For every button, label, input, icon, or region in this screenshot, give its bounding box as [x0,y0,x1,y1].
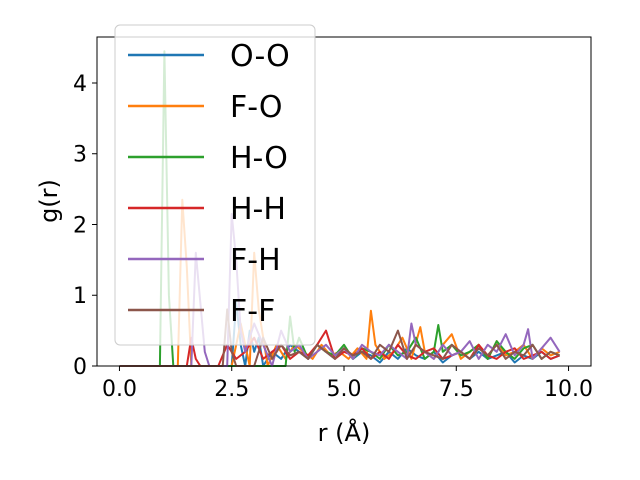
x-tick-label: 7.5 [439,377,474,402]
y-axis: 0 1 2 3 4 [73,72,97,380]
x-axis: 0.0 2.5 5.0 7.5 10.0 [102,366,593,402]
legend-label-f-h: F-H [230,243,281,278]
x-tick-label: 0.0 [102,377,137,402]
legend: O-O F-O H-O H-H F-H F-F [114,24,316,346]
legend-label-h-h: H-H [230,192,286,227]
y-tick-label: 3 [73,143,87,168]
y-tick-label: 2 [73,213,87,238]
y-tick-label: 0 [73,355,87,380]
y-tick-label: 4 [73,72,87,97]
x-axis-label: r (Å) [318,418,371,447]
legend-label-h-o: H-O [230,141,288,176]
y-tick-label: 1 [73,284,87,309]
y-axis-label: g(r) [35,179,63,223]
series-line-f-f [119,308,560,367]
x-tick-label: 5.0 [327,377,362,402]
legend-label-f-f: F-F [230,294,275,329]
x-tick-label: 10.0 [544,377,593,402]
legend-label-o-o: O-O [230,39,290,74]
legend-label-f-o: F-O [230,90,283,125]
series-line-h-h [119,329,560,367]
x-tick-label: 2.5 [214,377,249,402]
